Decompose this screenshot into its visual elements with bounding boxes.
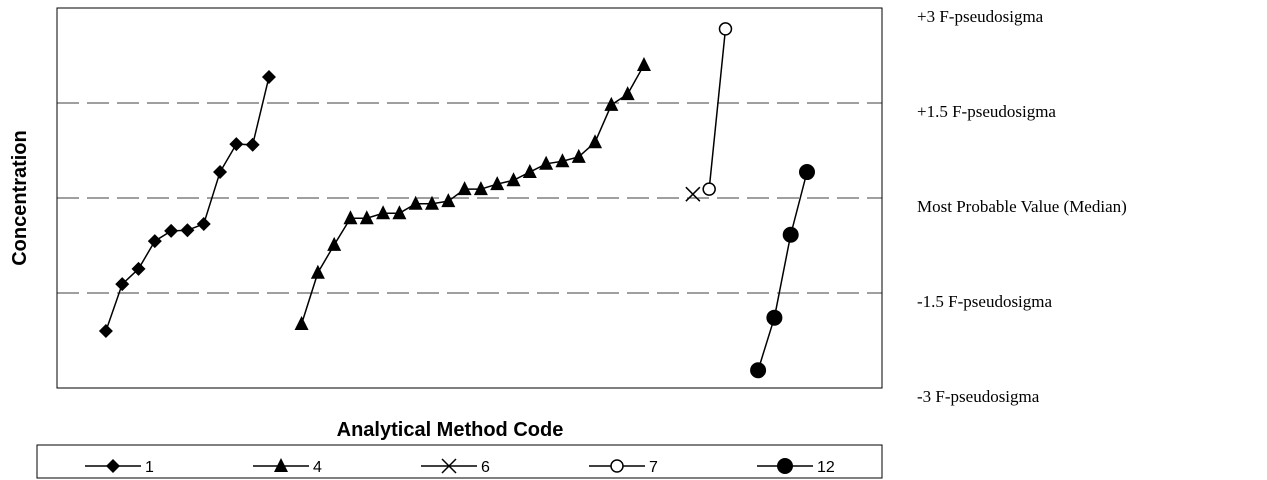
legend-label: 4 bbox=[313, 459, 322, 476]
marker bbox=[164, 223, 179, 238]
legend-marker bbox=[610, 459, 624, 473]
marker bbox=[359, 210, 374, 225]
marker bbox=[261, 70, 276, 85]
marker bbox=[115, 277, 130, 292]
legend bbox=[36, 444, 883, 479]
marker bbox=[685, 186, 701, 202]
legend-label: 12 bbox=[817, 459, 835, 476]
marker bbox=[490, 176, 505, 191]
y-tick-label: Most Probable Value (Median) bbox=[917, 197, 1127, 216]
marker bbox=[506, 172, 521, 187]
legend-marker bbox=[441, 458, 457, 474]
marker bbox=[457, 181, 472, 196]
marker bbox=[441, 193, 456, 208]
marker bbox=[799, 164, 815, 181]
marker bbox=[718, 22, 733, 36]
marker bbox=[213, 165, 228, 180]
marker bbox=[571, 148, 586, 163]
y-axis-label: Concentration bbox=[9, 130, 31, 266]
series-line bbox=[757, 171, 808, 371]
marker bbox=[539, 155, 554, 170]
marker bbox=[588, 134, 603, 149]
legend-marker bbox=[777, 458, 793, 474]
marker bbox=[473, 181, 488, 196]
marker bbox=[196, 216, 211, 231]
y-tick-label: +1.5 F-pseudosigma bbox=[917, 102, 1056, 121]
series-line bbox=[708, 28, 727, 190]
marker bbox=[392, 205, 407, 220]
marker bbox=[229, 137, 244, 152]
legend-label: 1 bbox=[145, 459, 154, 476]
marker bbox=[702, 182, 716, 196]
marker bbox=[147, 234, 162, 249]
marker bbox=[180, 223, 195, 238]
y-tick-label: -1.5 F-pseudosigma bbox=[917, 292, 1053, 311]
marker bbox=[245, 137, 260, 152]
marker bbox=[294, 316, 309, 331]
marker bbox=[425, 195, 439, 210]
legend-marker bbox=[106, 459, 120, 473]
y-tick-label: -3 F-pseudosigma bbox=[917, 387, 1040, 406]
legend-marker bbox=[274, 458, 288, 472]
marker bbox=[782, 226, 799, 243]
marker bbox=[522, 164, 537, 179]
legend-label: 6 bbox=[481, 459, 490, 476]
marker bbox=[98, 324, 113, 338]
legend-label: 7 bbox=[649, 459, 658, 476]
marker bbox=[620, 86, 635, 101]
series-line bbox=[300, 64, 645, 325]
y-tick-label: +3 F-pseudosigma bbox=[917, 7, 1044, 26]
marker bbox=[376, 205, 391, 220]
marker bbox=[604, 96, 619, 111]
marker bbox=[131, 261, 146, 276]
marker bbox=[766, 309, 783, 326]
marker bbox=[327, 236, 342, 251]
marker bbox=[343, 210, 358, 225]
marker bbox=[310, 264, 325, 279]
marker bbox=[408, 195, 423, 210]
marker bbox=[636, 57, 651, 71]
marker bbox=[750, 362, 767, 379]
x-axis-label: Analytical Method Code bbox=[337, 419, 564, 441]
marker bbox=[555, 153, 570, 168]
